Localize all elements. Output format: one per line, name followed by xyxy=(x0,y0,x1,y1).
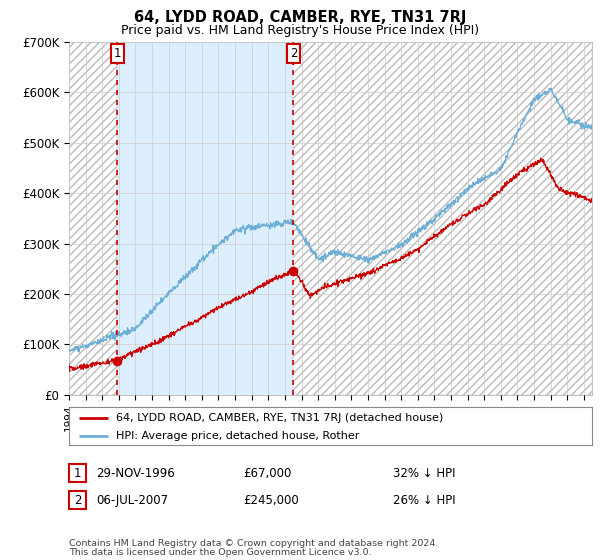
Bar xyxy=(293,42,592,395)
Text: 2: 2 xyxy=(74,493,81,507)
Bar xyxy=(69,42,118,395)
Text: 26% ↓ HPI: 26% ↓ HPI xyxy=(393,493,455,507)
Text: This data is licensed under the Open Government Licence v3.0.: This data is licensed under the Open Gov… xyxy=(69,548,371,557)
Text: 1: 1 xyxy=(74,466,81,480)
Text: Contains HM Land Registry data © Crown copyright and database right 2024.: Contains HM Land Registry data © Crown c… xyxy=(69,539,439,548)
Bar xyxy=(69,42,118,395)
Bar xyxy=(118,42,293,395)
Bar xyxy=(293,42,592,395)
Text: 64, LYDD ROAD, CAMBER, RYE, TN31 7RJ: 64, LYDD ROAD, CAMBER, RYE, TN31 7RJ xyxy=(134,10,466,25)
Text: £245,000: £245,000 xyxy=(243,493,299,507)
Text: 29-NOV-1996: 29-NOV-1996 xyxy=(96,466,175,480)
Text: 32% ↓ HPI: 32% ↓ HPI xyxy=(393,466,455,480)
Text: 2: 2 xyxy=(290,47,297,60)
Text: 64, LYDD ROAD, CAMBER, RYE, TN31 7RJ (detached house): 64, LYDD ROAD, CAMBER, RYE, TN31 7RJ (de… xyxy=(116,413,443,423)
Text: £67,000: £67,000 xyxy=(243,466,292,480)
Text: 1: 1 xyxy=(113,47,121,60)
Text: Price paid vs. HM Land Registry's House Price Index (HPI): Price paid vs. HM Land Registry's House … xyxy=(121,24,479,37)
Text: 06-JUL-2007: 06-JUL-2007 xyxy=(96,493,168,507)
Text: HPI: Average price, detached house, Rother: HPI: Average price, detached house, Roth… xyxy=(116,431,359,441)
